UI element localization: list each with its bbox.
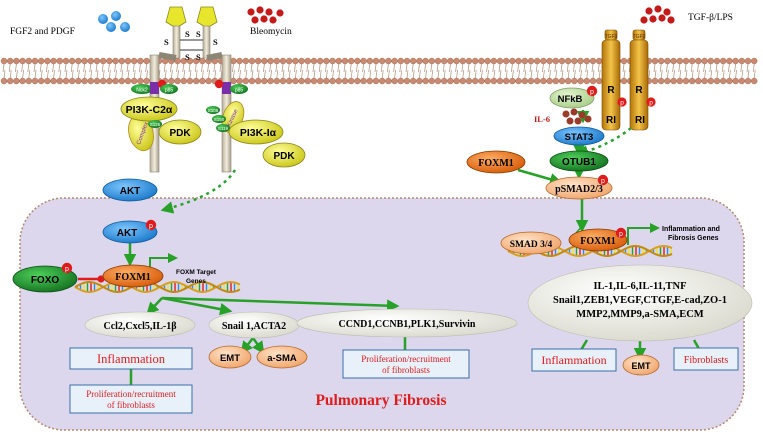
asma-label: a-SMA (267, 353, 297, 364)
tgf-lps-label: TGF-β/LPS (688, 13, 733, 23)
phospho-label: p (149, 223, 153, 230)
site-label: S150 (214, 117, 225, 122)
psmad-label: pSMAD2/3 (555, 184, 603, 195)
il6-molecules (563, 109, 592, 125)
s-bond-label: S (185, 29, 190, 39)
il6-label: IL-6 (534, 114, 550, 124)
bleomycin-molecules (247, 6, 283, 23)
phospho-badge (215, 80, 223, 88)
inflammation-left-label: Inflammation (97, 352, 166, 366)
site-label: S108 (208, 108, 219, 113)
inflammation-right-label: Inflammation (541, 353, 606, 367)
pdk-right-label: PDK (273, 151, 295, 162)
smad34-label: SMAD 3/4 (510, 240, 553, 250)
kinase-domain (222, 82, 231, 94)
receptor-ri-label: RI (635, 115, 645, 126)
nfkb-label: NFkB (558, 94, 583, 105)
p85-label: p85 (165, 88, 174, 94)
stat3-label: STAT3 (565, 132, 594, 143)
receptor-r-label: R (635, 85, 643, 96)
fgf-pdgf-molecules (98, 11, 130, 32)
emt-right-label: EMT (632, 361, 652, 371)
phospho-label: p (620, 100, 624, 107)
phospho-label: p (65, 266, 69, 273)
fibroblasts-label: Fibroblasts (684, 355, 729, 366)
tgf-beta-label: TGFβ (633, 34, 646, 40)
tgf-lps-molecules (640, 5, 674, 23)
p85-label: p85 (235, 88, 244, 94)
foxo-label: FOXO (31, 275, 60, 286)
tgf-beta-label: TGFβ (605, 34, 618, 40)
diagram-title: Pulmonary Fibrosis (315, 392, 446, 409)
s-bond-label: S (164, 37, 169, 47)
site-label: S125 (150, 122, 161, 127)
foxm1-right-label: FOXM1 (580, 236, 616, 247)
kinase-domain (150, 82, 159, 94)
emt-left-label: EMT (220, 353, 240, 364)
phospho-label: p (601, 178, 605, 185)
akt-outer-label: AKT (120, 186, 141, 197)
phospho-label: p (590, 89, 594, 96)
akt-inner-label: AKT (117, 228, 138, 239)
receptor-r-label: R (607, 85, 615, 96)
pi3k-c2a-label: PI3K-C2α (126, 104, 173, 116)
phospho-label: p (649, 100, 653, 107)
pdk-left-label: PDK (169, 128, 191, 139)
s-bond-label: S (196, 52, 201, 62)
otub1-label: OTUB1 (562, 157, 596, 168)
snail-gene-label: Snail 1,ACTA2 (222, 321, 286, 332)
s-bond-label: S (213, 37, 218, 47)
ccnd-gene-label: CCND1,CCNB1,PLK1,Survivin (339, 319, 476, 330)
pi3k-ia-label: PI3K-Iα (240, 127, 277, 139)
bleomycin-label: Bleomycin (250, 27, 292, 37)
fgf-pdgf-label: FGF2 and PDGF (10, 27, 75, 37)
s-bond-label: S (185, 52, 190, 62)
s-bond-label: S (196, 29, 201, 39)
site-label: S119 (218, 126, 229, 131)
ccl-gene-label: Ccl2,Cxcl5,IL-1β (103, 321, 176, 332)
receptor-ri-label: RI (606, 115, 616, 126)
nck2-label: Nck2 (136, 88, 148, 94)
foxm1-left-label: FOXM1 (115, 272, 151, 283)
foxm1-top-label: FOXM1 (478, 158, 514, 169)
phospho-label: p (619, 231, 623, 238)
